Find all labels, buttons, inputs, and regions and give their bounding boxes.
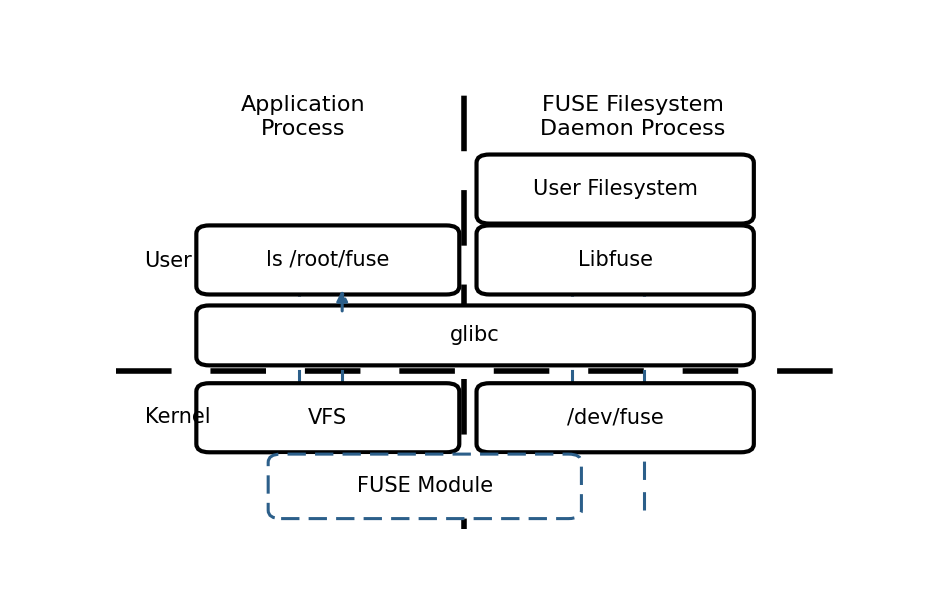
FancyBboxPatch shape xyxy=(268,454,581,519)
Text: User Filesystem: User Filesystem xyxy=(533,179,698,199)
Text: ls /root/fuse: ls /root/fuse xyxy=(266,250,389,270)
FancyBboxPatch shape xyxy=(476,154,754,223)
Text: Kernel: Kernel xyxy=(145,407,210,426)
Text: /dev/fuse: /dev/fuse xyxy=(566,407,664,428)
FancyBboxPatch shape xyxy=(197,225,459,295)
Text: Application
Process: Application Process xyxy=(240,96,365,138)
Text: FUSE Filesystem
Daemon Process: FUSE Filesystem Daemon Process xyxy=(540,96,726,138)
Text: FUSE Module: FUSE Module xyxy=(357,476,493,497)
FancyBboxPatch shape xyxy=(476,383,754,452)
FancyBboxPatch shape xyxy=(476,225,754,295)
FancyBboxPatch shape xyxy=(197,383,459,452)
FancyBboxPatch shape xyxy=(197,305,754,365)
Text: VFS: VFS xyxy=(309,407,348,428)
Text: Libfuse: Libfuse xyxy=(578,250,653,270)
Text: User: User xyxy=(145,251,193,271)
Text: glibc: glibc xyxy=(451,326,500,346)
